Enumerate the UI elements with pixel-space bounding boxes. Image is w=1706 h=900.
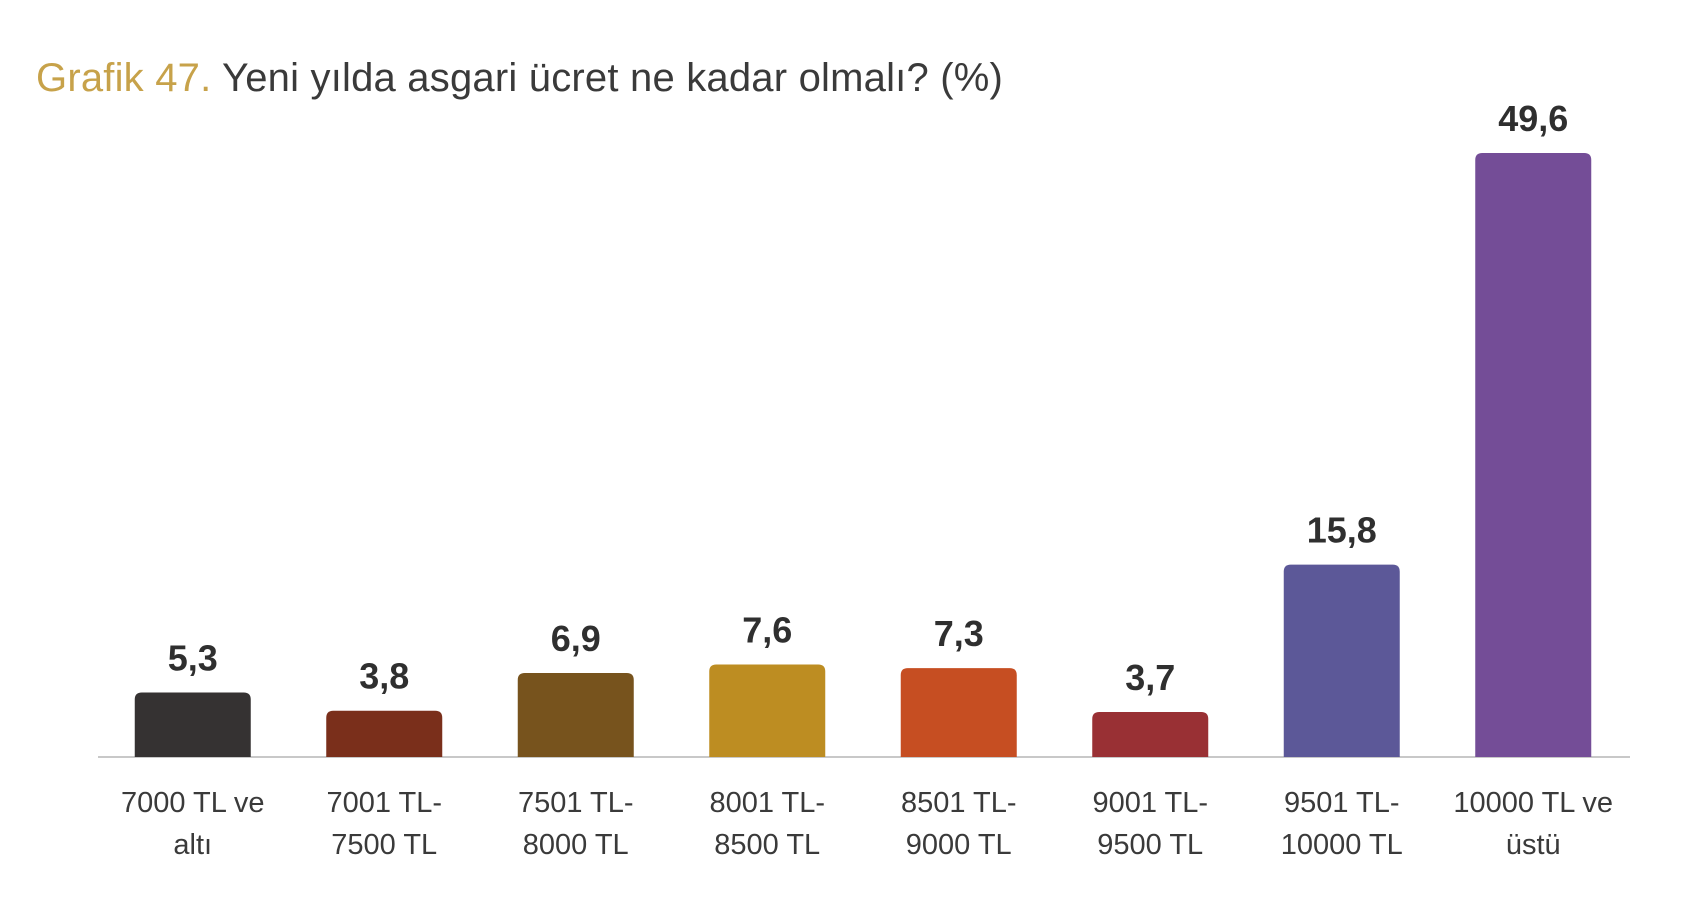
value-label-5: 3,7: [1125, 657, 1175, 698]
value-label-1: 3,8: [359, 656, 409, 697]
bar-6: [1283, 564, 1400, 757]
category-label-1-line-1: 7500 TL: [331, 829, 437, 861]
category-label-7-line-1: üstü: [1506, 829, 1561, 861]
category-label-3-line-0: 8001 TL-: [709, 787, 825, 819]
category-label-4-line-0: 8501 TL-: [901, 787, 1017, 819]
chart-title: Grafik 47. Yeni yılda asgari ücret ne ka…: [36, 56, 1003, 101]
value-label-0: 5,3: [168, 637, 218, 678]
bar-7: [1475, 153, 1592, 757]
bar-5: [1092, 711, 1209, 757]
category-label-4-line-1: 9000 TL: [906, 829, 1012, 861]
value-label-7: 49,6: [1498, 98, 1568, 139]
bars-group: [134, 153, 1592, 757]
bar-3: [709, 664, 826, 757]
value-label-4: 7,3: [934, 613, 984, 654]
category-label-0-line-1: altı: [173, 829, 212, 861]
chart-title-text: Yeni yılda asgari ücret ne kadar olmalı?…: [222, 56, 1004, 100]
category-label-1-line-0: 7001 TL-: [326, 787, 442, 819]
category-label-5-line-0: 9001 TL-: [1092, 787, 1208, 819]
category-label-3-line-1: 8500 TL: [714, 829, 820, 861]
category-label-7-line-0: 10000 TL ve: [1453, 787, 1613, 819]
category-label-5-line-1: 9500 TL: [1097, 829, 1203, 861]
category-label-2-line-1: 8000 TL: [523, 829, 629, 861]
value-label-6: 15,8: [1307, 510, 1377, 551]
value-label-3: 7,6: [742, 609, 792, 650]
bar-0: [134, 692, 251, 757]
value-labels-group: 5,3 3,8 6,9 7,6 7,3 3,7 15,8 49,6: [168, 98, 1569, 698]
bar-1: [326, 710, 443, 757]
category-label-0-line-0: 7000 TL ve: [121, 787, 265, 819]
category-label-6-line-0: 9501 TL-: [1284, 787, 1400, 819]
chart-title-prefix: Grafik 47.: [36, 56, 212, 100]
bar-4: [900, 668, 1017, 757]
category-labels-group: 7000 TL ve altı 7001 TL- 7500 TL 7501 TL- 800…: [121, 787, 1613, 861]
value-label-2: 6,9: [551, 618, 601, 659]
category-label-2-line-0: 7501 TL-: [518, 787, 634, 819]
bar-2: [517, 672, 634, 757]
category-label-6-line-1: 10000 TL: [1281, 829, 1403, 861]
